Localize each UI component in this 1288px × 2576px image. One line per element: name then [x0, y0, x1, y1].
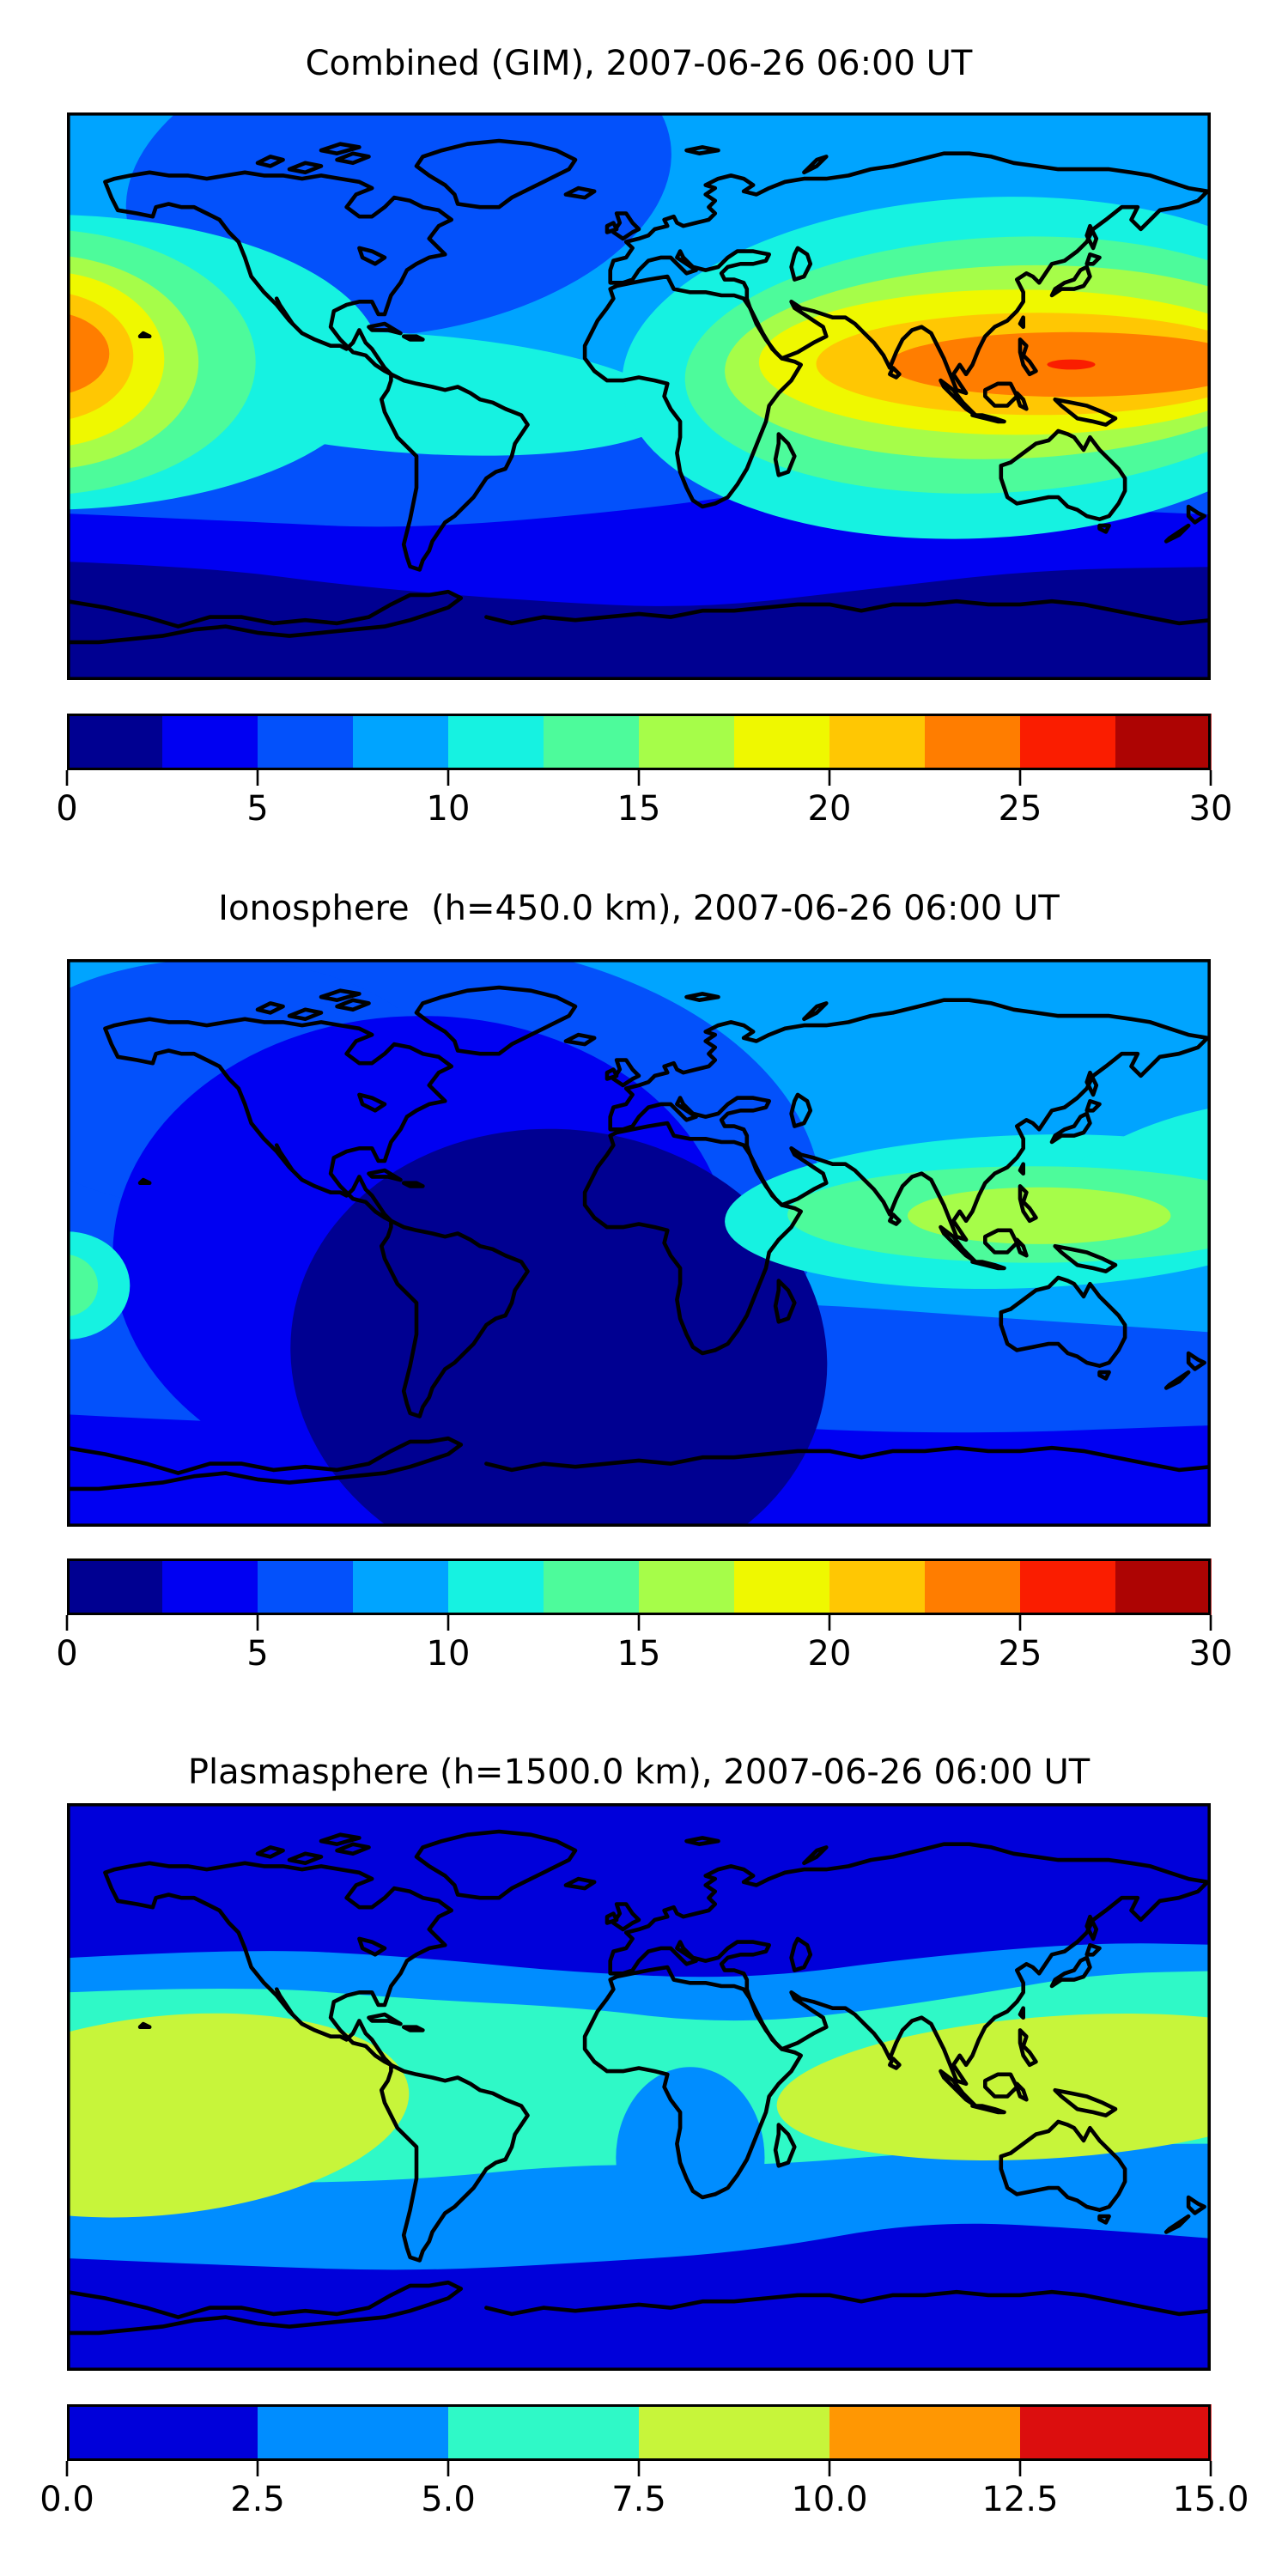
colorbar-segment: [639, 1558, 735, 1615]
colorbar-tick-label: 20: [808, 789, 852, 829]
colorbar-tick-label: 2.5: [230, 2480, 285, 2519]
colorbar-tick-label: 12.5: [981, 2480, 1058, 2519]
colorbar-segment: [1020, 2404, 1212, 2461]
coastlines: [67, 138, 1211, 645]
coastlines: [67, 985, 1211, 1492]
colorbar-segment: [448, 1558, 544, 1615]
colorbar-segment: [448, 714, 544, 770]
colorbar-segment: [544, 1558, 640, 1615]
colorbar-segment: [1115, 714, 1212, 770]
contour-region: [908, 1187, 1171, 1244]
colorbar-tick-label: 15: [617, 1634, 661, 1674]
contour-region: [67, 1254, 98, 1317]
colorbar-tick-label: 5.0: [421, 2480, 476, 2519]
colorbar-frame: [67, 2404, 1211, 2461]
colorbar-segment: [829, 1558, 926, 1615]
map2-title: Ionosphere (h=450.0 km), 2007-06-26 06:0…: [218, 889, 1060, 928]
colorbar-tick-label: 25: [999, 1634, 1042, 1674]
contour-region: [67, 1231, 131, 1340]
colorbar-tick-label: 7.5: [611, 2480, 666, 2519]
colorbar-tick-label: 10: [427, 1634, 471, 1674]
contour-region: [1047, 359, 1096, 370]
colorbar-tick-label: 10.0: [791, 2480, 867, 2519]
map3-plasmasphere: [67, 1803, 1211, 2371]
colorbar-segment: [639, 2404, 830, 2461]
contour-region: [290, 1128, 828, 1527]
colorbar-tick-label: 0: [56, 1634, 77, 1674]
colorbar-segment: [258, 1558, 354, 1615]
map1-combined-gim: [67, 112, 1211, 680]
colorbar-frame: [67, 714, 1211, 770]
colorbar-segment: [734, 714, 830, 770]
colorbar-tick-label: 25: [999, 789, 1042, 829]
contour-region: [67, 2013, 410, 2218]
map3-title: Plasmasphere (h=1500.0 km), 2007-06-26 0…: [187, 1753, 1091, 1792]
map1-title: Combined (GIM), 2007-06-26 06:00 UT: [305, 44, 973, 83]
colorbar-segment: [258, 714, 354, 770]
colorbar-tick-label: 10: [427, 789, 471, 829]
colorbar-segment: [829, 714, 926, 770]
colorbar-segment: [1115, 1558, 1212, 1615]
colorbar-segment: [925, 714, 1021, 770]
contour-region: [67, 313, 110, 394]
colorbar-tick-label: 0.0: [39, 2480, 94, 2519]
map-frame: [67, 112, 1211, 680]
colorbar-tick-label: 0: [56, 789, 77, 829]
colorbar-segment: [353, 714, 449, 770]
colorbar-tick-label: 15: [617, 789, 661, 829]
colorbar-segment: [67, 714, 163, 770]
colorbar-segment: [67, 1558, 163, 1615]
colorbar-tick-label: 20: [808, 1634, 852, 1674]
colorbar1: 0 5 10 15 20 25 30: [56, 714, 1233, 829]
colorbar-segment: [544, 714, 640, 770]
colorbar-segment: [162, 714, 258, 770]
colorbar-segment: [448, 2404, 640, 2461]
colorbar-segment: [734, 1558, 830, 1615]
coastlines: [67, 1829, 1211, 2336]
contour-region: [616, 2067, 765, 2249]
colorbar-segment: [67, 2404, 258, 2461]
colorbar-tick-label: 5: [246, 789, 268, 829]
colorbar-segment: [829, 2404, 1021, 2461]
colorbar-segment: [925, 1558, 1021, 1615]
colorbar-tick-label: 15.0: [1172, 2480, 1249, 2519]
colorbar-segment: [162, 1558, 258, 1615]
contour-band: [67, 562, 1211, 680]
map-frame: [67, 959, 1211, 1527]
colorbar-frame: [67, 1558, 1211, 1615]
colorbar-tick-label: 5: [246, 1634, 268, 1674]
colorbar-tick-label: 30: [1189, 789, 1233, 829]
colorbar-segment: [353, 1558, 449, 1615]
colorbar-segment: [1020, 1558, 1116, 1615]
colorbar-segment: [1020, 714, 1116, 770]
map-frame: [67, 1803, 1211, 2371]
colorbar-segment: [258, 2404, 449, 2461]
colorbar-tick-label: 30: [1189, 1634, 1233, 1674]
map2-ionosphere: [67, 959, 1211, 1527]
contour-region: [776, 2014, 1211, 2160]
colorbar-segment: [639, 714, 735, 770]
colorbar3: 0.0 2.5 5.0 7.5 10.0 12.5 15.0: [39, 2404, 1249, 2519]
colorbar2: 0 5 10 15 20 25 30: [56, 1558, 1233, 1674]
contour-region: [147, 331, 673, 456]
